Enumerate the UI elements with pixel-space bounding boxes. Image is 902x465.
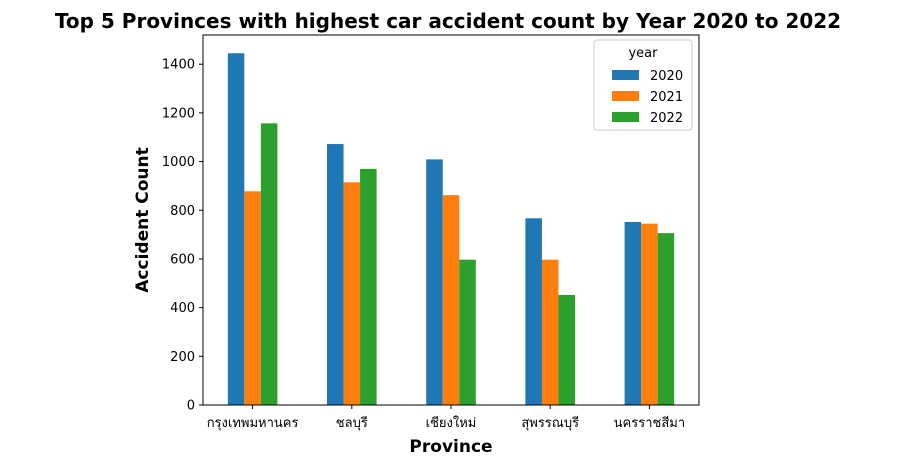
bar-2021-4 bbox=[641, 223, 658, 405]
bar-2022-2 bbox=[459, 259, 476, 405]
bar-2021-2 bbox=[442, 195, 460, 405]
bar-2021-3 bbox=[541, 259, 559, 405]
x-axis: กรุงเทพมหานคร ชลบุรี เชียงใหม่ สุพรรณบุรี นค… bbox=[207, 405, 685, 431]
x-tick-label: นครราชสีมา bbox=[614, 415, 685, 431]
legend-swatch-2020 bbox=[612, 70, 639, 80]
x-axis-label: Province bbox=[409, 437, 492, 457]
legend-label-2021: 2021 bbox=[650, 90, 683, 105]
legend: year 2020 2021 2022 bbox=[593, 39, 693, 131]
legend-label-2022: 2022 bbox=[650, 111, 683, 126]
bar-2020-0 bbox=[227, 53, 245, 405]
bar-2022-4 bbox=[657, 233, 675, 405]
legend-swatch-2021 bbox=[612, 91, 639, 101]
legend-label-2020: 2020 bbox=[650, 69, 683, 84]
plot-frame bbox=[202, 34, 700, 406]
y-axis: 0 200 400 600 800 1000 1200 1400 bbox=[162, 58, 203, 414]
legend-swatch-2022 bbox=[612, 112, 639, 122]
bar-2022-1 bbox=[360, 168, 377, 405]
y-tick-label: 0 bbox=[187, 399, 195, 414]
y-tick-label: 1200 bbox=[162, 106, 195, 121]
bar-2021-1 bbox=[343, 182, 361, 405]
bar-2022-0 bbox=[260, 123, 278, 405]
y-tick-label: 1000 bbox=[162, 155, 195, 170]
bar-2020-1 bbox=[327, 144, 344, 406]
y-tick-label: 1400 bbox=[162, 58, 195, 73]
bar-2021-0 bbox=[244, 191, 261, 405]
y-axis-label: Accident Count bbox=[133, 147, 153, 292]
chart-title: Top 5 Provinces with highest car acciden… bbox=[55, 9, 841, 33]
x-tick-label: เชียงใหม่ bbox=[426, 415, 477, 431]
y-tick-label: 200 bbox=[170, 350, 195, 365]
y-tick-label: 800 bbox=[170, 204, 195, 219]
y-tick-label: 400 bbox=[170, 301, 195, 316]
bar-2020-4 bbox=[624, 221, 642, 405]
legend-box bbox=[593, 39, 693, 131]
x-tick-label: ชลบุรี bbox=[336, 415, 368, 431]
bars-group bbox=[227, 53, 675, 406]
x-tick-label: สุพรรณบุรี bbox=[521, 415, 579, 431]
y-tick-label: 600 bbox=[170, 252, 195, 267]
bar-2020-3 bbox=[525, 218, 542, 405]
bar-2022-3 bbox=[558, 294, 575, 405]
bar-2020-2 bbox=[426, 159, 443, 405]
x-tick-label: กรุงเทพมหานคร bbox=[207, 416, 299, 431]
legend-title: year bbox=[628, 46, 658, 61]
